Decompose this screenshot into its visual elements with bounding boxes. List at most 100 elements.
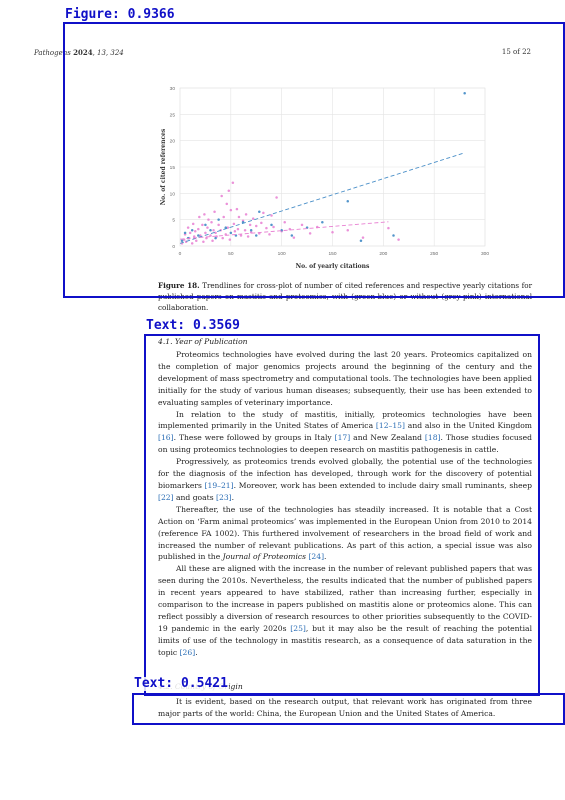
y-tick-label: 25 (170, 112, 176, 118)
text-run: Progressively, as proteomics trends evol… (158, 457, 532, 490)
citation-ref[interactable]: [22] (158, 492, 174, 502)
data-point-series-2 (275, 196, 278, 199)
data-point-series-2 (194, 230, 197, 233)
x-tick-label: 150 (328, 251, 336, 257)
citation-ref[interactable]: [16] (158, 433, 174, 443)
data-point-series-2 (346, 228, 349, 232)
data-point-series-2 (260, 221, 263, 225)
data-point-series-1 (249, 228, 253, 232)
data-point-series-2 (205, 236, 208, 240)
x-axis-label: No. of yearly citations (296, 263, 370, 270)
data-point-series-2 (255, 224, 258, 228)
text-run: . (231, 492, 235, 502)
data-point-series-2 (197, 227, 200, 231)
detection-label-text-1: Text: 0.3569 (145, 318, 241, 333)
data-point-series-2 (217, 223, 220, 227)
data-point-series-2 (202, 240, 205, 244)
data-point-series-1 (258, 210, 261, 214)
data-point-series-2 (188, 231, 192, 235)
data-point-series-2 (199, 234, 202, 237)
data-point-series-2 (206, 226, 209, 229)
data-point-series-2 (228, 238, 232, 241)
data-point-series-1 (359, 239, 363, 242)
detection-box-text-1 (144, 334, 540, 696)
data-point-series-2 (268, 233, 271, 236)
data-point-series-2 (227, 189, 231, 192)
citation-ref[interactable]: [23] (216, 492, 232, 502)
text-run: All these are aligned with the increase … (158, 564, 532, 633)
data-point-series-2 (265, 226, 268, 230)
data-point-series-2 (361, 236, 365, 239)
detection-box-text-2 (132, 693, 565, 725)
y-tick-label: 10 (170, 191, 176, 197)
y-tick-label: 20 (170, 139, 176, 145)
y-tick-label: 5 (172, 218, 175, 224)
data-point-series-1 (214, 236, 217, 240)
data-point-series-1 (270, 223, 273, 227)
data-point-series-2 (244, 213, 248, 216)
data-point-series-2 (211, 239, 214, 242)
citation-ref[interactable]: [19–21] (204, 480, 234, 490)
paragraph: Progressively, as proteomics trends evol… (158, 456, 532, 504)
data-point-series-1 (255, 234, 258, 237)
data-point-series-2 (232, 222, 236, 226)
data-point-series-1 (183, 231, 187, 235)
data-point-series-2 (195, 239, 198, 242)
data-point-series-2 (262, 211, 265, 215)
data-point-series-2 (292, 236, 296, 239)
data-point-series-1 (190, 228, 194, 232)
page-number: 15 of 22 (501, 48, 531, 56)
y-tick-label: 30 (170, 86, 176, 92)
data-point-series-2 (220, 194, 223, 198)
data-point-series-2 (270, 214, 273, 217)
x-tick-label: 50 (228, 251, 234, 257)
citation-ref[interactable]: [25] (290, 623, 306, 633)
data-point-series-1 (209, 228, 212, 232)
data-point-series-2 (210, 221, 213, 224)
trendline-series-2 (179, 221, 389, 240)
data-point-series-1 (392, 234, 395, 237)
text-run: and New Zealand (350, 433, 425, 443)
text-run: . These were followed by groups in Italy (173, 433, 335, 443)
text-run: . Those studies focused on using proteom… (158, 433, 532, 455)
data-point-series-2 (221, 236, 224, 240)
running-header-citation: Pathogens 2024, 13, 324 (34, 48, 124, 57)
data-point-series-2 (331, 231, 334, 234)
citation-ref[interactable]: [26] (179, 647, 196, 657)
data-point-series-1 (321, 221, 324, 224)
y-tick-label: 0 (172, 244, 175, 250)
text-run: . (195, 647, 198, 657)
data-point-series-2 (243, 228, 247, 232)
citation-ref[interactable]: [17] (334, 433, 351, 443)
data-point-series-2 (231, 181, 235, 185)
data-point-series-2 (300, 223, 304, 227)
data-point-series-2 (204, 231, 207, 235)
text-run: . (324, 552, 327, 562)
x-tick-label: 0 (179, 251, 182, 257)
data-point-series-2 (191, 222, 195, 226)
text-run: Proteomics technologies have evolved dur… (158, 350, 532, 407)
data-point-series-2 (236, 227, 240, 231)
data-point-series-1 (217, 218, 220, 221)
data-point-series-2 (212, 228, 215, 232)
data-point-series-2 (198, 215, 201, 219)
citation-ref[interactable]: [12–15] (375, 421, 405, 431)
data-point-series-1 (197, 234, 200, 237)
text-run: and goats (173, 492, 217, 502)
citation-ref[interactable]: [18] (424, 433, 441, 443)
data-point-series-2 (207, 218, 210, 221)
data-point-series-1 (290, 234, 294, 237)
data-point-series-2 (308, 232, 312, 235)
trendline-series-1 (179, 152, 465, 244)
data-point-series-2 (190, 242, 194, 245)
data-point-series-2 (229, 208, 233, 212)
journal-name: Pathogens (34, 49, 71, 57)
paragraph: Proteomics technologies have evolved dur… (158, 349, 532, 409)
data-point-series-2 (226, 226, 230, 229)
data-point-series-2 (213, 210, 216, 214)
x-tick-label: 200 (379, 251, 387, 257)
citation-ref[interactable]: [24] (308, 552, 325, 562)
text-run: Thereafter, the use of the technologies … (158, 504, 532, 562)
detection-box-figure (63, 22, 565, 298)
